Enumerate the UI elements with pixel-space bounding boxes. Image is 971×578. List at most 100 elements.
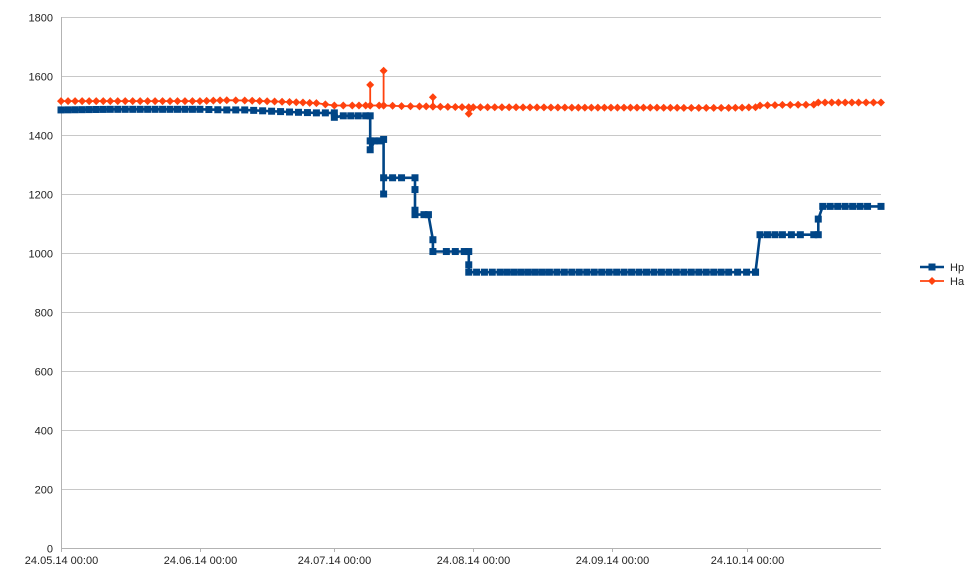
- data-point-hp: [136, 105, 144, 113]
- data-point-hp: [687, 268, 695, 276]
- data-point-ha: [354, 101, 363, 110]
- data-point-ha: [483, 103, 492, 112]
- data-point-ha: [158, 97, 167, 106]
- data-point-ha: [834, 98, 843, 107]
- data-point-ha: [652, 103, 661, 112]
- data-point-ha: [464, 109, 473, 118]
- data-point-hp: [814, 215, 822, 223]
- data-point-hp: [473, 268, 481, 276]
- data-point-hp: [286, 108, 294, 116]
- data-point-ha: [606, 103, 615, 112]
- data-point-hp: [725, 268, 733, 276]
- data-point-hp: [650, 268, 658, 276]
- data-point-ha: [57, 97, 65, 106]
- data-point-ha: [580, 103, 589, 112]
- data-point-ha: [666, 103, 675, 112]
- data-point-ha: [321, 100, 330, 109]
- data-point-ha: [546, 103, 555, 112]
- data-point-hp: [734, 268, 742, 276]
- data-point-hp: [339, 112, 347, 120]
- data-point-ha: [240, 96, 249, 105]
- data-point-hp: [121, 105, 129, 113]
- y-tick-label: 1800: [29, 13, 53, 25]
- y-tick-label: 200: [35, 485, 53, 497]
- data-point-ha: [173, 97, 182, 106]
- legend-item-ha: Ha: [920, 276, 965, 288]
- data-point-ha: [659, 103, 668, 112]
- data-point-ha: [255, 96, 264, 105]
- data-point-hp: [389, 174, 397, 182]
- data-point-ha: [180, 97, 189, 106]
- data-point-ha: [298, 98, 307, 107]
- data-point-hp: [241, 106, 249, 114]
- data-point-ha: [99, 97, 108, 106]
- data-point-hp: [620, 268, 628, 276]
- data-point-hp: [672, 268, 680, 276]
- data-point-ha: [567, 103, 576, 112]
- data-point-hp: [488, 268, 496, 276]
- data-point-ha: [415, 102, 424, 111]
- data-point-hp: [496, 268, 504, 276]
- data-point-hp: [159, 105, 167, 113]
- data-point-hp: [524, 268, 532, 276]
- y-tick-label: 400: [35, 426, 53, 438]
- data-point-hp: [583, 268, 591, 276]
- series-line-hp: [60, 108, 881, 274]
- data-point-ha: [248, 96, 257, 105]
- data-point-hp: [864, 202, 872, 210]
- data-point-ha: [553, 103, 562, 112]
- data-point-ha: [512, 103, 521, 112]
- data-point-hp: [114, 105, 122, 113]
- data-point-hp: [362, 112, 370, 120]
- data-point-ha: [406, 102, 415, 111]
- data-point-hp: [665, 268, 673, 276]
- data-point-ha: [366, 80, 375, 89]
- data-point-hp: [743, 268, 751, 276]
- data-point-ha: [64, 97, 73, 106]
- y-tick-label: 1200: [29, 190, 53, 202]
- data-point-ha: [626, 103, 635, 112]
- data-point-hp: [810, 231, 818, 239]
- data-point-ha: [231, 96, 240, 105]
- data-point-ha: [709, 103, 718, 112]
- x-tick-label: 24.08.14 00:00: [437, 555, 510, 567]
- data-point-ha: [532, 103, 541, 112]
- legend-label: Ha: [950, 276, 965, 288]
- data-point-hp: [303, 109, 311, 117]
- data-point-hp: [680, 268, 688, 276]
- data-point-ha: [422, 102, 431, 111]
- data-point-hp: [560, 268, 568, 276]
- data-point-hp: [268, 107, 276, 115]
- data-point-ha: [778, 100, 787, 109]
- data-point-hp: [702, 268, 710, 276]
- x-tick-label: 24.09.14 00:00: [576, 555, 649, 567]
- data-point-hp: [354, 112, 362, 120]
- data-point-hp: [763, 231, 771, 239]
- data-point-ha: [632, 103, 641, 112]
- data-point-hp: [771, 231, 779, 239]
- data-point-hp: [568, 268, 576, 276]
- data-point-hp: [756, 231, 764, 239]
- data-point-ha: [490, 103, 499, 112]
- data-point-ha: [339, 101, 348, 110]
- legend-label: Hp: [950, 262, 964, 274]
- data-point-ha: [497, 103, 506, 112]
- data-point-ha: [436, 102, 445, 111]
- data-point-ha: [854, 98, 863, 107]
- data-point-hp: [752, 268, 760, 276]
- data-point-hp: [366, 146, 374, 154]
- data-point-ha: [458, 103, 467, 112]
- data-point-hp: [259, 107, 267, 115]
- data-point-ha: [106, 97, 115, 106]
- data-point-ha: [92, 97, 101, 106]
- data-point-ha: [397, 102, 406, 111]
- data-point-ha: [188, 97, 197, 106]
- data-point-hp: [57, 106, 65, 114]
- data-point-hp: [796, 231, 804, 239]
- data-point-ha: [166, 97, 175, 106]
- data-point-hp: [321, 109, 329, 117]
- data-point-hp: [99, 105, 107, 113]
- data-point-hp: [420, 211, 428, 219]
- data-point-ha: [451, 102, 460, 111]
